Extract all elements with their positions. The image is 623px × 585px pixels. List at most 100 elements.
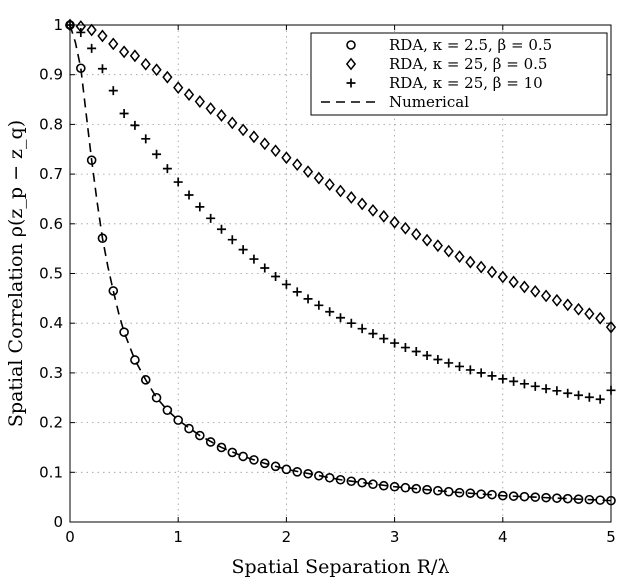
plus-marker [141,134,151,144]
y-tick-label: 0.3 [39,364,63,382]
diamond-marker [465,255,476,269]
diamond-marker [162,70,173,84]
y-tick-label: 0.6 [39,215,63,233]
diamond-marker [389,215,400,229]
plus-marker [130,120,140,130]
plus-marker [238,245,248,255]
x-tick-label: 0 [65,528,75,546]
diamond-marker [443,244,454,258]
plus-marker [584,392,594,402]
diamond-marker [357,197,368,211]
diamond-marker [140,57,151,71]
plus-marker [152,149,162,159]
diamond-marker [400,221,411,235]
numerical-curve [69,24,612,502]
plus-marker [119,108,129,118]
plus-marker [206,213,216,223]
diamond-marker [259,137,270,151]
plus-marker [87,43,97,53]
circle-marker [173,415,183,425]
plus-marker [162,164,172,174]
diamond-marker [194,95,205,108]
plus-marker [552,386,562,396]
diamond-marker [432,239,444,253]
plot-frame [69,24,612,523]
circle-marker [346,40,356,50]
plus-marker [216,224,226,234]
y-tick-label: 0.9 [39,66,63,84]
plus-marker [195,202,205,212]
y-tick-label: 0.5 [39,265,63,283]
legend-label: RDA, κ = 25, β = 0.5 [389,55,547,73]
y-axis-label: Spatial Correlation ρ(z_p − z_q) [5,120,27,427]
circle-marker [151,392,162,403]
x-tick-label: 3 [390,528,400,546]
diamond-marker [411,227,422,241]
plus-marker [411,347,421,357]
diamond-marker [540,289,552,303]
plus-marker [260,263,270,273]
plus-marker [336,313,345,323]
plus-marker [422,351,432,361]
y-tick-label: 0.8 [39,115,63,133]
diamond-marker [281,151,292,165]
plus-marker [487,371,497,381]
plus-marker [346,78,356,88]
diamond-marker [237,123,249,137]
plus-marker [563,388,573,398]
diamond-marker [584,307,595,321]
diamond-marker [313,171,324,185]
y-tick-label: 0.1 [39,463,63,481]
plus-marker [97,64,107,74]
legend-label: Numerical [389,93,469,111]
plus-marker [173,177,183,187]
plus-marker [76,27,86,37]
diamond-marker [367,203,379,217]
y-tick-label: 0 [53,513,63,531]
circle-marker [108,286,119,296]
plus-marker [574,390,584,400]
diamond-marker [551,293,563,307]
y-tick-label: 1 [53,16,63,34]
diamond-marker [292,158,303,172]
plus-marker [400,343,410,353]
plus-marker [455,361,465,371]
plus-marker [541,384,551,394]
diamond-marker [324,178,335,191]
diamond-marker [519,280,530,294]
plus-marker [433,354,443,364]
legend-entry: RDA, κ = 25, β = 0.5 [345,55,547,73]
x-tick-label: 5 [606,528,616,546]
plus-marker [368,329,378,339]
y-tick-label: 0.7 [39,165,63,183]
circle-marker [281,464,292,475]
diamond-marker [302,165,314,179]
diamond-marker [497,270,508,284]
series-3 [65,20,616,404]
plus-marker [595,394,605,404]
diamond-marker [118,45,130,59]
diamond-marker [151,63,162,77]
diamond-marker [173,81,184,95]
circle-marker [130,355,140,365]
diamond-marker [595,311,606,325]
diamond-marker [378,209,389,223]
plus-marker [303,294,313,304]
plus-marker [346,318,356,328]
diamond-marker [216,109,227,122]
y-tick-label: 0.4 [39,314,63,332]
plus-marker [476,368,486,378]
diamond-marker [227,116,238,130]
x-axis-label: Spatial Separation R/λ [232,556,450,578]
diamond-marker [345,57,357,71]
circle-marker [119,327,129,337]
plus-marker [444,358,454,368]
plus-marker [519,379,529,389]
x-tick-label: 1 [173,528,183,546]
plus-marker [271,271,281,281]
plus-marker [509,376,519,386]
plus-marker [292,287,302,297]
diamond-marker [346,191,357,204]
